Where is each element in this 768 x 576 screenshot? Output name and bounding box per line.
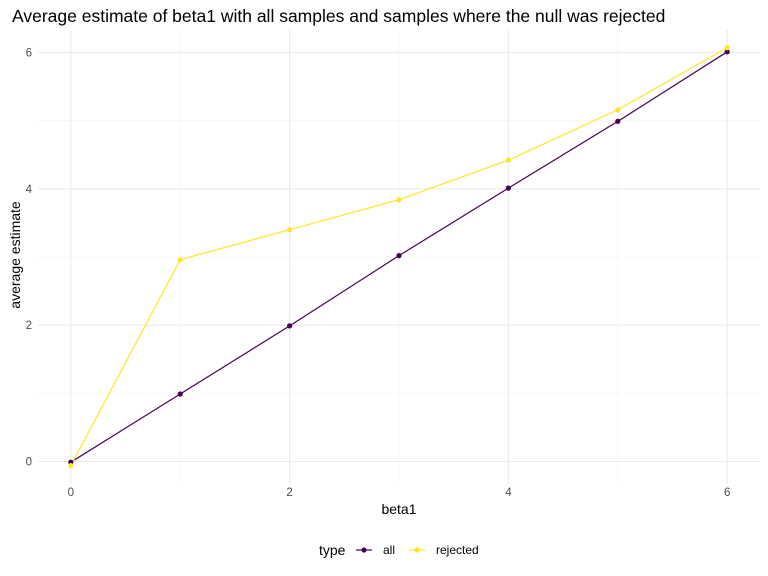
x-tick-label: 2 bbox=[286, 487, 292, 499]
data-point-all bbox=[724, 49, 730, 55]
series-layer bbox=[68, 45, 730, 469]
legend-label-rejected: rejected bbox=[436, 543, 479, 557]
legend: type all rejected bbox=[319, 542, 479, 558]
data-point-rejected bbox=[505, 157, 511, 163]
legend-key-point-all bbox=[361, 547, 367, 553]
data-point-all bbox=[505, 185, 511, 191]
data-point-all bbox=[177, 391, 183, 397]
data-point-rejected bbox=[68, 462, 74, 469]
axis-ticks: 0 2 4 6 0 2 4 6 bbox=[26, 47, 731, 499]
y-tick-label: 2 bbox=[26, 320, 32, 332]
data-point-rejected bbox=[396, 197, 402, 203]
data-point-rejected bbox=[287, 227, 293, 233]
data-point-rejected bbox=[724, 45, 730, 51]
data-point-all bbox=[396, 253, 402, 259]
y-tick-label: 4 bbox=[26, 184, 33, 196]
chart-title: Average estimate of beta1 with all sampl… bbox=[12, 6, 665, 26]
y-tick-label: 0 bbox=[26, 457, 32, 469]
data-point-rejected bbox=[177, 257, 183, 263]
data-point-all bbox=[287, 323, 293, 329]
x-tick-label: 4 bbox=[505, 487, 512, 499]
x-axis-title: beta1 bbox=[381, 501, 416, 517]
data-point-all bbox=[615, 118, 621, 124]
y-tick-label: 6 bbox=[26, 47, 32, 59]
data-point-rejected bbox=[615, 107, 621, 113]
x-tick-label: 6 bbox=[724, 487, 730, 499]
x-tick-label: 0 bbox=[68, 487, 74, 499]
legend-label-all: all bbox=[383, 543, 395, 557]
legend-title: type bbox=[319, 542, 346, 558]
legend-key-point-rejected bbox=[414, 547, 420, 553]
y-axis-title: average estimate bbox=[7, 201, 23, 309]
